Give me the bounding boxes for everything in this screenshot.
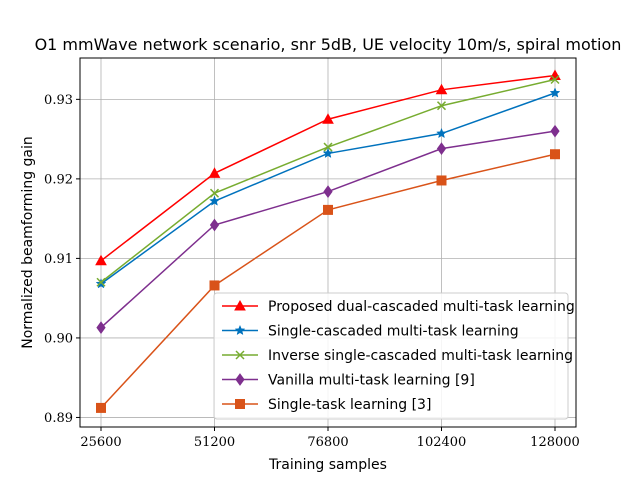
legend-label: Single-cascaded multi-task learning: [268, 324, 519, 340]
data-point: [436, 175, 447, 186]
data-point: [209, 218, 220, 232]
x-tick-label: 102400: [417, 435, 467, 450]
data-point: [323, 142, 333, 152]
data-point: [96, 402, 106, 413]
legend-entry: Proposed dual-cascaded multi-task learni…: [222, 299, 575, 315]
data-point: [95, 278, 107, 289]
y-tick-label: 0.89: [44, 411, 73, 426]
data-point: [323, 185, 333, 198]
legend-marker: [235, 373, 245, 386]
x-tick-label: 76800: [307, 435, 348, 450]
data-point: [96, 321, 106, 334]
data-point: [208, 167, 221, 178]
data-point: [436, 127, 447, 139]
data-point: [436, 101, 447, 111]
y-tick-label: 0.90: [44, 331, 73, 346]
series-2: [96, 74, 560, 287]
data-point: [209, 188, 220, 198]
y-axis-label: Normalized beamforming gain: [20, 136, 36, 349]
series-layer: [95, 69, 561, 413]
series-3: [96, 124, 560, 334]
data-point: [550, 74, 560, 85]
series-4: [96, 149, 560, 413]
legend-marker: [235, 350, 245, 360]
x-tick-label: 128000: [530, 435, 580, 450]
legend-entry: Single-task learning [3]: [222, 397, 431, 413]
legend-label: Proposed dual-cascaded multi-task learni…: [268, 299, 575, 315]
y-tick-label: 0.93: [44, 93, 73, 108]
legend-label: Inverse single-cascaded multi-task learn…: [268, 348, 573, 364]
data-point: [209, 280, 220, 291]
legend-label: Single-task learning [3]: [268, 397, 431, 413]
x-axis-label: Training samples: [268, 457, 387, 473]
x-tick-label: 51200: [194, 435, 235, 450]
data-point: [549, 87, 561, 98]
data-point: [550, 124, 560, 138]
y-tick-label: 0.92: [44, 172, 73, 187]
data-point: [550, 149, 560, 160]
legend-entry: Single-cascaded multi-task learning: [222, 324, 519, 340]
legend-marker: [234, 299, 246, 311]
y-tick-label: 0.91: [44, 252, 73, 267]
legend-marker: [234, 324, 246, 336]
data-point: [435, 83, 448, 95]
legend-marker: [235, 399, 245, 409]
legend-box: [213, 292, 569, 420]
x-tick-label: 25600: [80, 435, 121, 450]
legend-label: Vanilla multi-task learning [9]: [268, 373, 475, 389]
chart-title: O1 mmWave network scenario, snr 5dB, UE …: [35, 35, 622, 54]
data-point: [322, 147, 334, 159]
legend-entry: Inverse single-cascaded multi-task learn…: [222, 348, 573, 364]
data-point: [323, 204, 333, 215]
data-point: [436, 142, 447, 156]
data-point: [96, 277, 106, 287]
data-point: [322, 113, 334, 124]
series-1: [95, 87, 561, 289]
data-point: [209, 195, 220, 206]
data-point: [95, 254, 107, 266]
legend-entry: Vanilla multi-task learning [9]: [222, 373, 475, 389]
legend: Proposed dual-cascaded multi-task learni…: [213, 292, 575, 420]
ticks: 25600 51200 76800 102400 128000 0.89 0.90 0.91 0…: [44, 93, 580, 450]
